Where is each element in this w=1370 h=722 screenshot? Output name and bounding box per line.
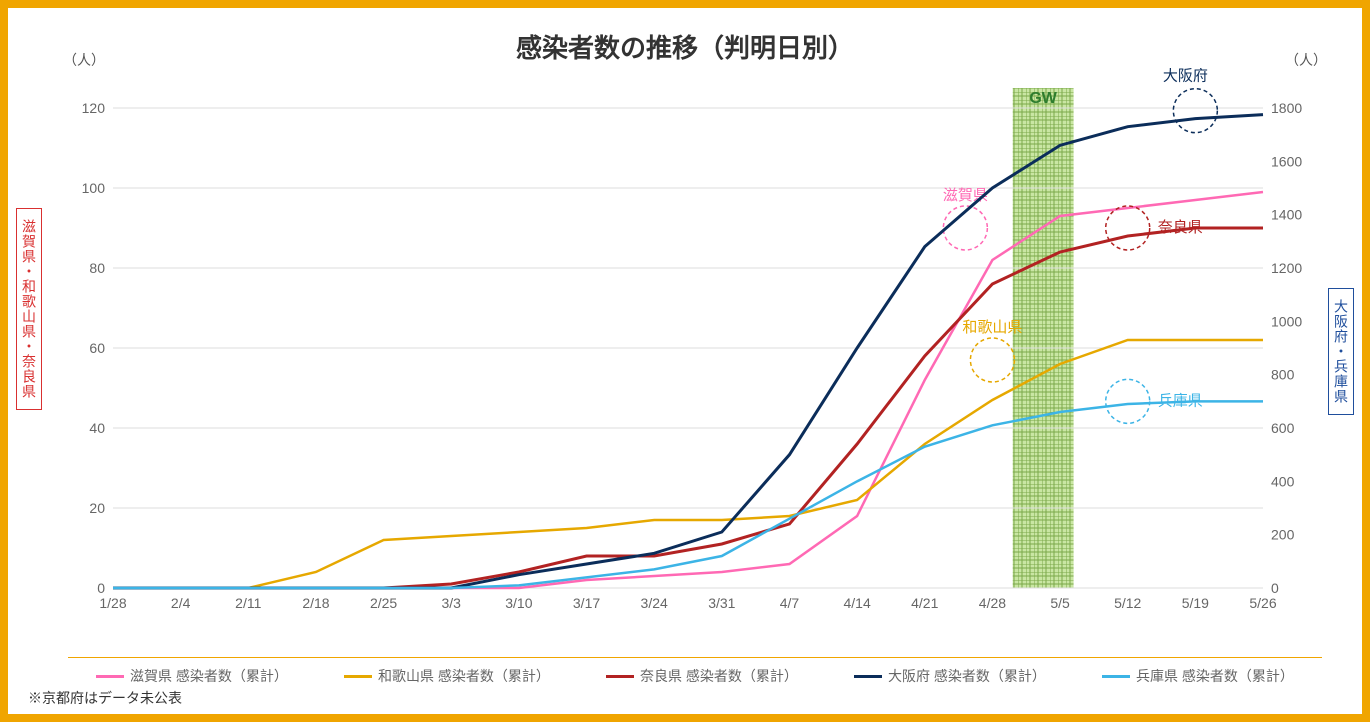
legend-item-nara: 奈良県 感染者数（累計）	[606, 666, 798, 686]
series-osaka	[113, 115, 1263, 588]
marker-label-osaka: 大阪府	[1163, 68, 1208, 85]
y-right-tick: 800	[1271, 367, 1295, 383]
x-tick: 5/26	[1249, 595, 1276, 611]
legend-label: 滋賀県 感染者数（累計）	[130, 666, 288, 686]
legend-item-shiga: 滋賀県 感染者数（累計）	[96, 666, 288, 686]
y-unit-right: （人）	[1285, 50, 1327, 70]
legend-swatch	[854, 675, 882, 678]
x-tick: 4/21	[911, 595, 938, 611]
legend-label: 和歌山県 感染者数（累計）	[378, 666, 550, 686]
chart-frame: 感染者数の推移（判明日別） （人） （人） 滋賀県・和歌山県・奈良県 大阪府・兵…	[0, 0, 1370, 722]
y-right-tick: 1200	[1271, 260, 1302, 276]
series-hyogo	[113, 401, 1263, 588]
x-tick: 3/10	[505, 595, 532, 611]
x-tick: 3/17	[573, 595, 600, 611]
legend-swatch	[344, 675, 372, 678]
x-tick: 2/11	[235, 595, 261, 611]
chart-title: 感染者数の推移（判明日別）	[516, 28, 854, 65]
y-right-tick: 600	[1271, 420, 1295, 436]
y-left-tick: 0	[97, 580, 105, 596]
legend-swatch	[96, 675, 124, 678]
x-tick: 4/7	[780, 595, 800, 611]
x-tick: 3/31	[708, 595, 735, 611]
y-left-tick: 120	[82, 100, 106, 116]
line-chart: GW02040608010012002004006008001000120014…	[58, 68, 1318, 628]
marker-circle-wakayama	[970, 338, 1014, 382]
legend-item-wakayama: 和歌山県 感染者数（累計）	[344, 666, 550, 686]
marker-circle-osaka	[1173, 89, 1217, 133]
x-tick: 1/28	[99, 595, 126, 611]
legend-item-osaka: 大阪府 感染者数（累計）	[854, 666, 1046, 686]
legend: 滋賀県 感染者数（累計） 和歌山県 感染者数（累計） 奈良県 感染者数（累計） 大阪府…	[68, 657, 1322, 686]
y-right-tick: 200	[1271, 527, 1295, 543]
footnote: ※京都府はデータ未公表	[28, 688, 182, 708]
x-tick: 5/19	[1182, 595, 1209, 611]
left-axis-label: 滋賀県・和歌山県・奈良県	[16, 208, 42, 410]
marker-circle-hyogo	[1106, 379, 1150, 423]
marker-label-nara: 奈良県	[1158, 219, 1203, 236]
x-tick: 5/12	[1114, 595, 1141, 611]
legend-label: 大阪府 感染者数（累計）	[888, 666, 1046, 686]
y-left-tick: 60	[89, 340, 105, 356]
marker-label-hyogo: 兵庫県	[1158, 392, 1203, 409]
y-right-tick: 1800	[1271, 100, 1302, 116]
y-left-tick: 80	[89, 260, 105, 276]
legend-item-hyogo: 兵庫県 感染者数（累計）	[1102, 666, 1294, 686]
legend-label: 奈良県 感染者数（累計）	[640, 666, 798, 686]
y-right-tick: 400	[1271, 473, 1295, 489]
y-right-tick: 1400	[1271, 207, 1302, 223]
x-tick: 4/14	[843, 595, 870, 611]
x-tick: 5/5	[1050, 595, 1070, 611]
marker-label-wakayama: 和歌山県	[962, 319, 1022, 336]
gw-band	[1013, 88, 1074, 588]
x-tick: 2/4	[171, 595, 191, 611]
gw-label: GW	[1029, 90, 1057, 107]
legend-swatch	[1102, 675, 1130, 678]
y-left-tick: 20	[89, 500, 105, 516]
y-right-tick: 1000	[1271, 313, 1302, 329]
y-right-tick: 1600	[1271, 153, 1302, 169]
x-tick: 2/18	[302, 595, 329, 611]
y-left-tick: 100	[82, 180, 106, 196]
x-tick: 4/28	[979, 595, 1006, 611]
legend-swatch	[606, 675, 634, 678]
marker-circle-nara	[1106, 206, 1150, 250]
legend-label: 兵庫県 感染者数（累計）	[1136, 666, 1294, 686]
series-shiga	[113, 192, 1263, 588]
x-tick: 3/24	[641, 595, 668, 611]
right-axis-label: 大阪府・兵庫県	[1328, 288, 1354, 415]
y-unit-left: （人）	[63, 50, 105, 70]
y-left-tick: 40	[89, 420, 105, 436]
x-tick: 3/3	[442, 595, 462, 611]
x-tick: 2/25	[370, 595, 397, 611]
marker-label-shiga: 滋賀県	[943, 187, 988, 204]
y-right-tick: 0	[1271, 580, 1279, 596]
